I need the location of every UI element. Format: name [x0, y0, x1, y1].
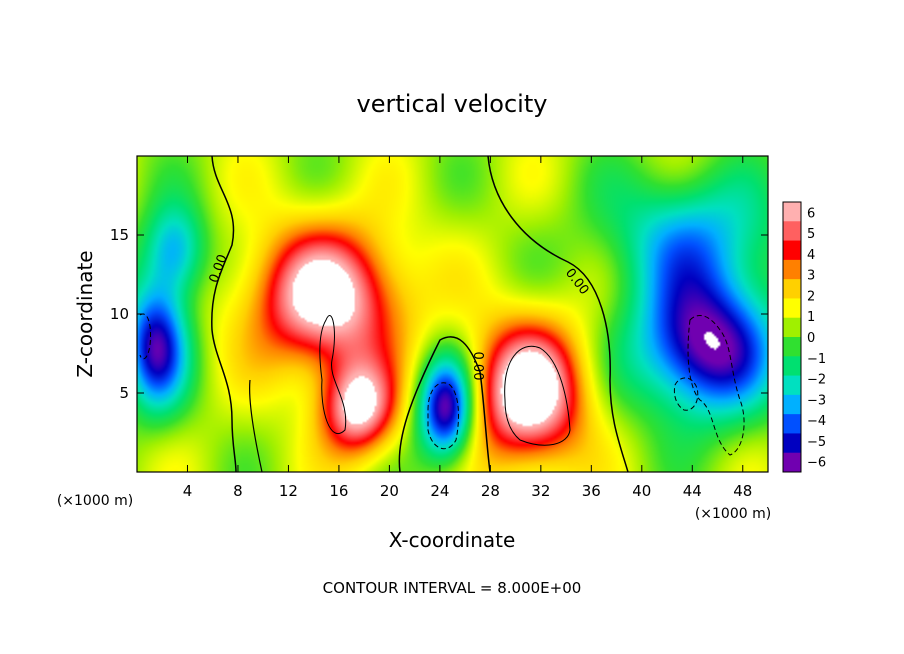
- x-tick-label: 48: [733, 482, 752, 500]
- colorbar-swatch: [783, 452, 801, 473]
- colorbar-tick-label: 3: [807, 269, 815, 284]
- colorbar-tick-label: 6: [807, 206, 815, 221]
- zero-contour-updraft-left: [249, 379, 263, 473]
- contour-downdraft-core: [427, 382, 459, 450]
- contour-downdraft-right-inner: [673, 377, 699, 411]
- colorbar-tick-label: 5: [807, 227, 815, 242]
- x-tick-label: 16: [329, 482, 348, 500]
- colorbar-swatch: [783, 433, 801, 454]
- contour-downdraft-left: [139, 313, 151, 360]
- colorbar-swatch: [783, 375, 801, 396]
- colorbar-swatch: [783, 394, 801, 415]
- colorbar-tick-label: −1: [807, 352, 826, 367]
- chart-title: vertical velocity: [357, 90, 548, 118]
- colorbar-tick-label: −6: [807, 456, 826, 471]
- x-tick-label: 32: [531, 482, 550, 500]
- heatmap-field: [137, 156, 768, 472]
- y-tick-label: 5: [119, 384, 129, 402]
- colorbar-tick-label: −5: [807, 435, 826, 450]
- contour-interval-note: CONTOUR INTERVAL = 8.000E+00: [323, 579, 582, 597]
- colorbar-tick-label: 2: [807, 289, 815, 304]
- colorbar-frame: [782, 201, 802, 473]
- x-unit-note: (×1000 m): [57, 493, 133, 509]
- colorbar-swatch: [783, 356, 801, 377]
- x-tick-label: 40: [632, 482, 651, 500]
- zero-contour-middle: [487, 155, 629, 473]
- x-tick-label: 28: [481, 482, 500, 500]
- y-axis-label: Z-coordinate: [73, 250, 97, 377]
- y-tick-label: 10: [110, 305, 129, 323]
- colorbar-swatch: [783, 317, 801, 338]
- plot-area: 0.00 0.00 0.00 4 8 12 16 20 24 28 32 36 40 44 48 51…: [110, 155, 769, 500]
- colorbar: 6 5 4 3 2 1 0 −1 −2 −3 −4 −5 −6: [782, 201, 826, 473]
- colorbar-tick-label: 4: [807, 248, 815, 263]
- contour-updraft-core-right: [504, 345, 571, 446]
- x-tick-label: 8: [233, 482, 243, 500]
- x-tick-label: 24: [430, 482, 449, 500]
- colorbar-swatch: [783, 202, 801, 222]
- contour-downdraft-right: [687, 315, 745, 456]
- colorbar-swatch: [783, 240, 801, 261]
- colorbar-swatch: [783, 221, 801, 242]
- colorbar-tick-label: 1: [807, 310, 815, 325]
- colorbar-swatch: [783, 259, 801, 280]
- y-tick-label: 15: [110, 226, 129, 244]
- x-axis-ticks: 4 8 12 16 20 24 28 32 36 40 44 48: [183, 156, 752, 500]
- contour-label-2: 0.00: [470, 352, 485, 381]
- colorbar-tick-label: −3: [807, 393, 826, 408]
- zero-contour-gap: [398, 336, 491, 473]
- x-tick-label: 4: [183, 482, 193, 500]
- x-unit-note-right: (×1000 m): [695, 506, 771, 522]
- zero-contour-left: [211, 155, 237, 473]
- colorbar-swatch: [783, 414, 801, 434]
- x-tick-label: 36: [582, 482, 601, 500]
- y-axis-ticks: 5 10 15: [110, 226, 768, 402]
- colorbar-tick-label: 0: [807, 331, 815, 346]
- colorbar-swatch: [783, 337, 801, 357]
- x-tick-label: 12: [279, 482, 298, 500]
- colorbar-tick-label: −4: [807, 414, 826, 429]
- x-axis-label: X-coordinate: [389, 528, 516, 552]
- x-tick-label: 20: [380, 482, 399, 500]
- contour-updraft-core: [319, 315, 347, 434]
- x-tick-label: 44: [683, 482, 702, 500]
- colorbar-swatch: [783, 279, 801, 299]
- colorbar-tick-label: −2: [807, 373, 826, 388]
- colorbar-swatch: [783, 298, 801, 319]
